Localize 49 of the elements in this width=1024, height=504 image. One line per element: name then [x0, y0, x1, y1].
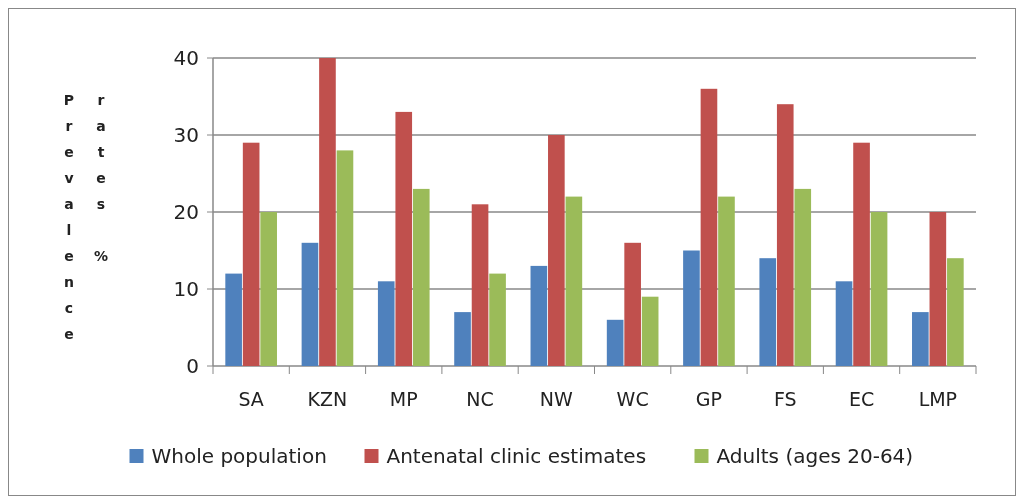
bar — [377, 281, 395, 366]
bar — [548, 135, 565, 366]
x-tick-label: NC — [466, 388, 494, 410]
bar — [242, 142, 260, 366]
x-tick-label: GP — [695, 388, 723, 410]
bar — [835, 281, 853, 366]
bar — [489, 273, 506, 366]
bar — [624, 242, 641, 366]
x-tick-label: WC — [616, 388, 649, 410]
legend-label: Adults (ages 20-64) — [716, 444, 914, 468]
bar — [260, 212, 277, 366]
bar — [641, 296, 659, 366]
bar — [718, 196, 735, 366]
bar — [336, 150, 354, 366]
x-tick-label: EC — [848, 388, 875, 410]
bar — [912, 312, 929, 366]
y-tick-label: 0 — [186, 354, 199, 378]
legend-label: Antenatal clinic estimates — [386, 444, 647, 468]
x-tick-label: FS — [773, 388, 797, 410]
y-tick-label: 40 — [173, 46, 199, 70]
x-tick-label: KZN — [307, 388, 348, 410]
bar — [700, 88, 718, 366]
bar — [947, 258, 964, 366]
bar — [683, 250, 700, 366]
bar — [606, 319, 624, 366]
y-axis-title: Prevalence rates % — [60, 92, 110, 354]
x-tick-label: NW — [539, 388, 574, 410]
bar — [395, 111, 413, 366]
bar — [412, 188, 430, 366]
bar — [565, 196, 583, 366]
bar — [454, 312, 471, 366]
bar — [776, 104, 794, 366]
bar — [929, 212, 947, 366]
bar — [319, 58, 336, 366]
x-tick-label: SA — [238, 388, 264, 410]
bar — [870, 212, 888, 366]
bar — [853, 142, 870, 366]
bar — [301, 242, 319, 366]
bar — [759, 258, 777, 366]
bar — [225, 273, 242, 366]
x-tick-label: MP — [389, 388, 418, 410]
bar — [471, 204, 489, 366]
legend-label: Whole population — [151, 444, 327, 468]
y-tick-label: 20 — [173, 200, 199, 224]
y-tick-label: 10 — [173, 277, 199, 301]
x-tick-label: LMP — [918, 388, 958, 410]
bar — [794, 188, 812, 366]
bar — [530, 265, 548, 366]
y-tick-label: 30 — [173, 123, 199, 147]
